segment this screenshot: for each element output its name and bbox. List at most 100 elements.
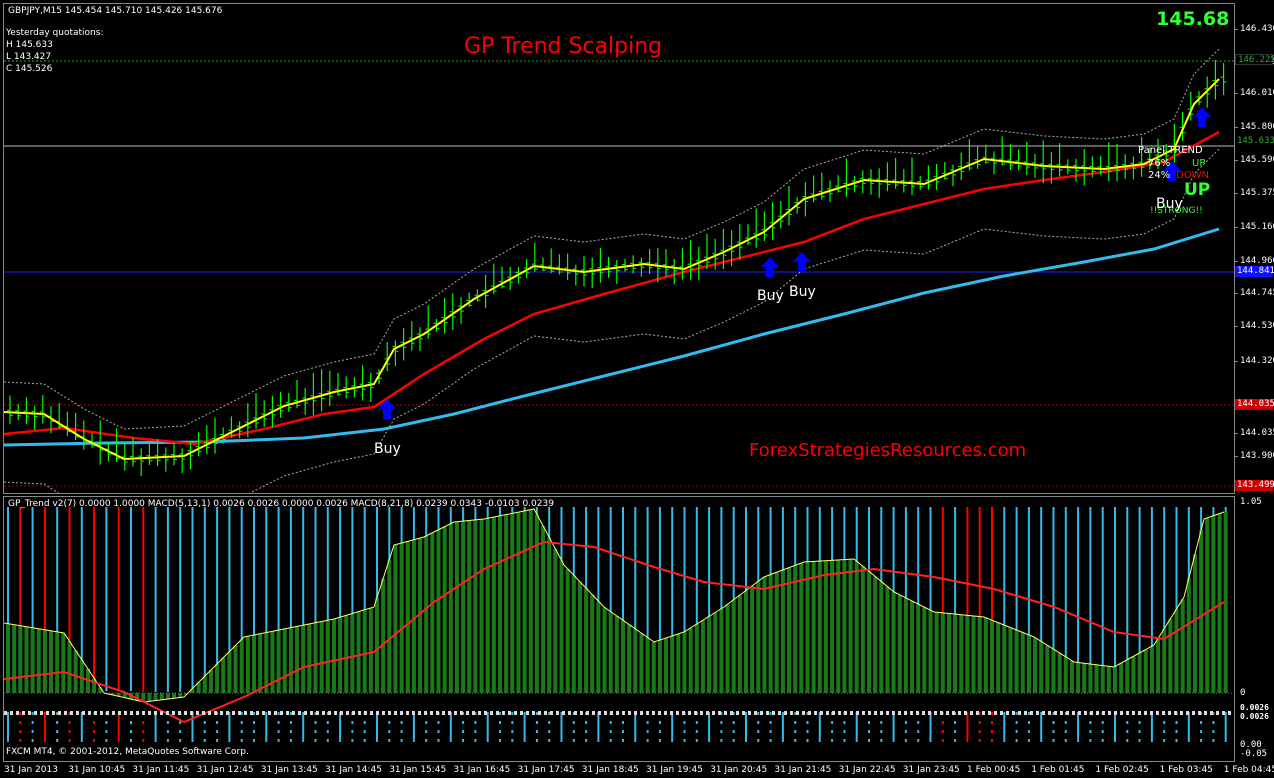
macd-bar (713, 612, 718, 693)
watermark: ForexStrategiesResources.com (749, 440, 1027, 461)
macd-bar (122, 693, 127, 698)
indicator-header: GP_Trend v2(7) 0.0000 1.0000 MACD(5,13,1… (8, 499, 554, 509)
macd-bar (1045, 645, 1050, 693)
macd-bar (172, 693, 177, 699)
macd-bar (405, 541, 410, 693)
macd-bar (368, 607, 373, 693)
macd-bar (682, 631, 687, 693)
yesterday-title: Yesterday quotations: (6, 28, 104, 38)
macd-bar (731, 599, 736, 693)
macd-bar (756, 581, 761, 693)
macd-bar (1217, 513, 1222, 693)
macd-bar (553, 548, 558, 693)
macd-bar (301, 625, 306, 693)
macd-bar (270, 631, 275, 693)
macd-bar (528, 509, 533, 693)
macd-bar (491, 517, 496, 693)
price-tick-label: 145.166 (1240, 222, 1274, 232)
macd-bar (971, 615, 976, 693)
macd-bar (707, 616, 712, 693)
time-tick-label: 31 Jan 16:45 (453, 765, 511, 775)
macd-bar (983, 617, 988, 693)
macd-bar (313, 622, 318, 693)
ind-tick-label: 1.05 (1240, 497, 1262, 507)
price-tick-mark (1234, 227, 1238, 228)
macd-bar (276, 630, 281, 693)
macd-bar (1008, 627, 1013, 693)
ind-tick-label: 0.00 (1240, 740, 1262, 750)
time-tick-label: 31 Jan 17:45 (517, 765, 575, 775)
indicator-canvas[interactable] (4, 497, 1234, 761)
macd-bar (817, 561, 822, 693)
macd-bar (1223, 512, 1228, 693)
price-tick-mark (1234, 29, 1238, 30)
macd-bar (295, 626, 300, 693)
price-tick-mark (1234, 326, 1238, 327)
indicator-pane[interactable]: GP_Trend v2(7) 0.0000 1.0000 MACD(5,13,1… (4, 497, 1234, 761)
macd-bar (1192, 554, 1197, 693)
macd-bar (196, 682, 201, 693)
yesterday-high: H 145.633 (6, 40, 53, 50)
macd-bar (116, 693, 121, 697)
macd-bar (49, 630, 54, 693)
time-tick-label: 1 Feb 00:45 (967, 765, 1021, 775)
price-tick-mark (1234, 93, 1238, 94)
price-tick-mark (1234, 261, 1238, 262)
panel-down-label: DOWN (1176, 170, 1209, 181)
macd-bar (165, 693, 170, 700)
macd-bar (233, 645, 238, 693)
macd-bar (657, 640, 662, 693)
macd-bar (504, 514, 509, 693)
macd-bar (325, 620, 330, 693)
macd-bar (436, 529, 441, 693)
macd-bar (854, 561, 859, 693)
macd-bar (1143, 649, 1148, 693)
macd-bar (541, 525, 546, 693)
symbol-info: GBPJPY,M15 145.454 145.710 145.426 145.6… (8, 6, 223, 16)
macd-bar (584, 588, 589, 693)
buy-label: Buy (757, 288, 784, 304)
macd-bar (522, 510, 527, 693)
macd-bar (424, 535, 429, 693)
macd-bar (1137, 652, 1142, 693)
macd-bar (959, 614, 964, 693)
macd-bar (1014, 630, 1019, 693)
macd-bar (602, 607, 607, 693)
macd-bar (178, 693, 183, 698)
macd-bar (92, 678, 97, 693)
buy-label: Buy (789, 284, 816, 300)
macd-bar (479, 519, 484, 693)
macd-bar (1174, 609, 1179, 693)
ema-mid-line (4, 130, 1220, 446)
macd-bar (448, 523, 453, 693)
macd-bar (879, 581, 884, 693)
price-tick-label: 145.800 (1240, 122, 1274, 132)
panel-signal: UP (1184, 180, 1211, 200)
macd-bar (676, 633, 681, 693)
panel-down-pct: 24% (1148, 170, 1171, 181)
footer-copyright: FXCM MT4, © 2001-2012, MetaQuotes Softwa… (6, 747, 249, 757)
macd-bar (719, 608, 724, 693)
green-level-tag: 145.633 (1235, 136, 1274, 147)
macd-bar (897, 594, 902, 693)
macd-bar (725, 604, 730, 693)
price-tick-label: 146.430 (1240, 24, 1274, 34)
price-chart-canvas[interactable] (4, 4, 1234, 493)
current-price-big: 145.68 (1156, 8, 1230, 30)
macd-bar (805, 561, 810, 693)
macd-bar (516, 512, 521, 693)
macd-bar (916, 604, 921, 693)
macd-bar (42, 629, 47, 693)
macd-bar (202, 676, 207, 693)
buy-arrow-icon (378, 399, 396, 419)
macd-bar (1149, 646, 1154, 693)
macd-bar (73, 650, 78, 693)
macd-bar (147, 693, 152, 702)
price-tick-mark (1234, 160, 1238, 161)
ema-slow-line (4, 227, 1220, 447)
macd-bar (141, 693, 146, 702)
macd-bar (934, 612, 939, 693)
macd-bar (467, 520, 472, 693)
price-chart-pane[interactable]: GBPJPY,M15 145.454 145.710 145.426 145.6… (4, 4, 1234, 493)
macd-bar (1051, 649, 1056, 693)
